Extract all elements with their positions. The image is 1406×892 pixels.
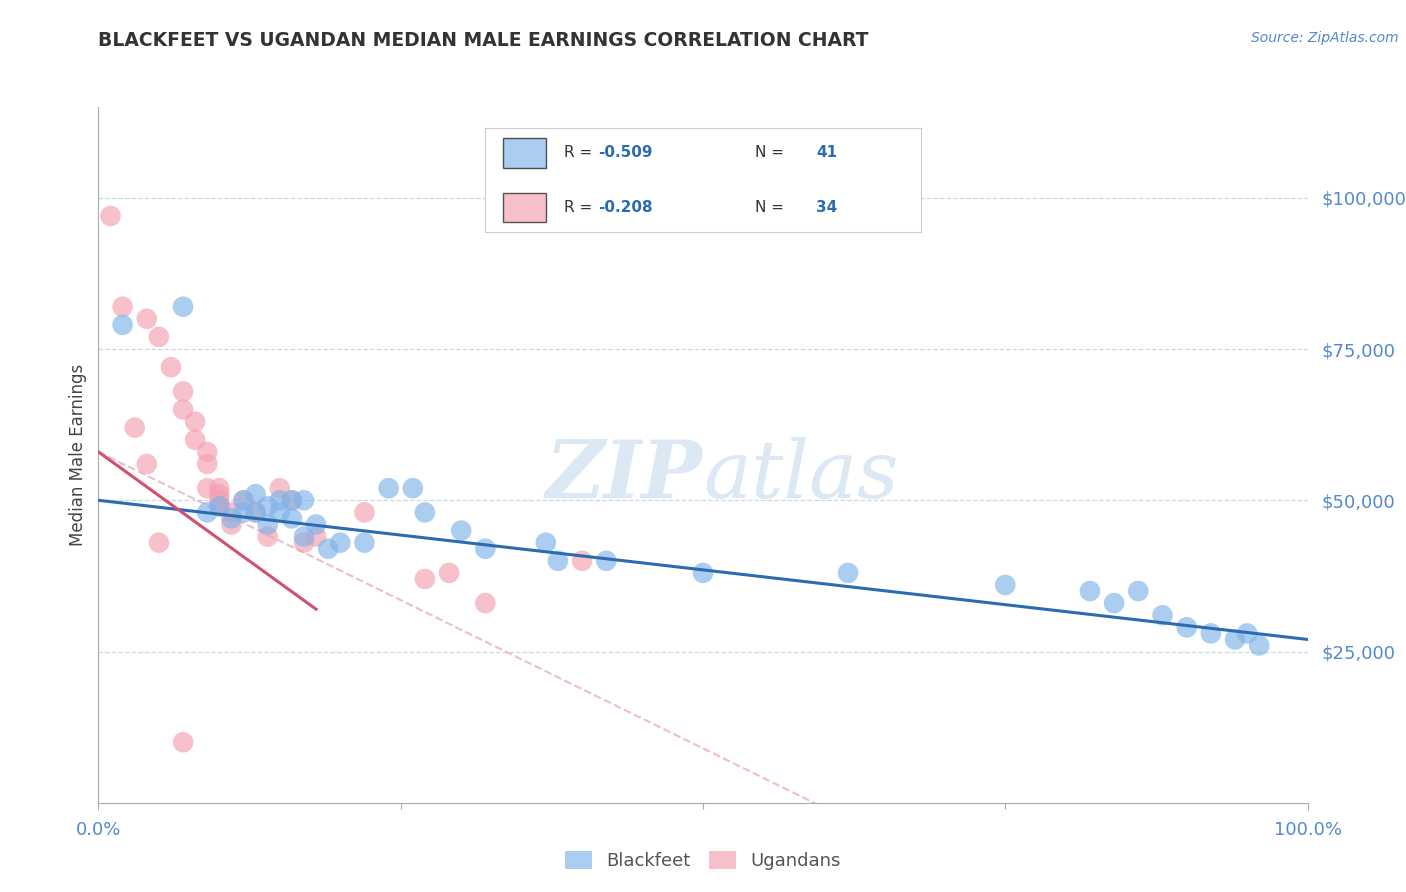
Point — [148, 330, 170, 344]
Point — [245, 505, 267, 519]
Point — [1128, 584, 1150, 599]
Point — [292, 530, 315, 544]
Point — [1236, 626, 1258, 640]
Point — [281, 493, 304, 508]
Text: BLACKFEET VS UGANDAN MEDIAN MALE EARNINGS CORRELATION CHART: BLACKFEET VS UGANDAN MEDIAN MALE EARNING… — [98, 31, 869, 50]
Point — [1249, 639, 1271, 653]
Point — [195, 505, 218, 519]
Point — [232, 505, 254, 519]
Point — [184, 433, 207, 447]
Point — [160, 360, 183, 375]
Legend: Blackfeet, Ugandans: Blackfeet, Ugandans — [558, 844, 848, 877]
Point — [195, 457, 218, 471]
Point — [135, 457, 157, 471]
Point — [316, 541, 339, 556]
Point — [124, 420, 146, 434]
Point — [256, 517, 278, 532]
Point — [221, 517, 243, 532]
Y-axis label: Median Male Earnings: Median Male Earnings — [69, 364, 87, 546]
Point — [534, 535, 557, 549]
Text: atlas: atlas — [703, 437, 898, 515]
Point — [292, 535, 315, 549]
Point — [232, 493, 254, 508]
Point — [595, 554, 617, 568]
Point — [184, 415, 207, 429]
Point — [172, 402, 194, 417]
Point — [221, 505, 243, 519]
Point — [111, 318, 134, 332]
Point — [245, 505, 267, 519]
Point — [208, 493, 231, 508]
Text: Source: ZipAtlas.com: Source: ZipAtlas.com — [1251, 31, 1399, 45]
Point — [208, 481, 231, 495]
Point — [269, 505, 291, 519]
Point — [402, 481, 425, 495]
Point — [172, 384, 194, 399]
Point — [208, 500, 231, 514]
Point — [172, 735, 194, 749]
Point — [111, 300, 134, 314]
Point — [221, 511, 243, 525]
Point — [437, 566, 460, 580]
Point — [571, 554, 593, 568]
Point — [413, 572, 436, 586]
Point — [269, 481, 291, 495]
Point — [837, 566, 859, 580]
Point — [353, 535, 375, 549]
Point — [256, 530, 278, 544]
Point — [195, 445, 218, 459]
Point — [377, 481, 399, 495]
Point — [547, 554, 569, 568]
Point — [256, 500, 278, 514]
Point — [305, 530, 328, 544]
Point — [413, 505, 436, 519]
Point — [281, 511, 304, 525]
Point — [232, 493, 254, 508]
Point — [1223, 632, 1246, 647]
Point — [1175, 620, 1198, 634]
Point — [994, 578, 1017, 592]
Point — [135, 311, 157, 326]
Point — [148, 535, 170, 549]
Point — [245, 487, 267, 501]
Point — [1152, 608, 1174, 623]
Point — [329, 535, 352, 549]
Point — [474, 596, 496, 610]
Point — [450, 524, 472, 538]
Point — [305, 517, 328, 532]
Point — [208, 487, 231, 501]
Point — [195, 481, 218, 495]
Point — [692, 566, 714, 580]
Point — [100, 209, 122, 223]
Point — [1102, 596, 1125, 610]
Point — [292, 493, 315, 508]
Point — [474, 541, 496, 556]
Point — [1199, 626, 1222, 640]
Point — [353, 505, 375, 519]
Point — [208, 500, 231, 514]
Point — [1078, 584, 1101, 599]
Text: ZIP: ZIP — [546, 437, 703, 515]
Point — [269, 493, 291, 508]
Point — [172, 300, 194, 314]
Point — [281, 493, 304, 508]
